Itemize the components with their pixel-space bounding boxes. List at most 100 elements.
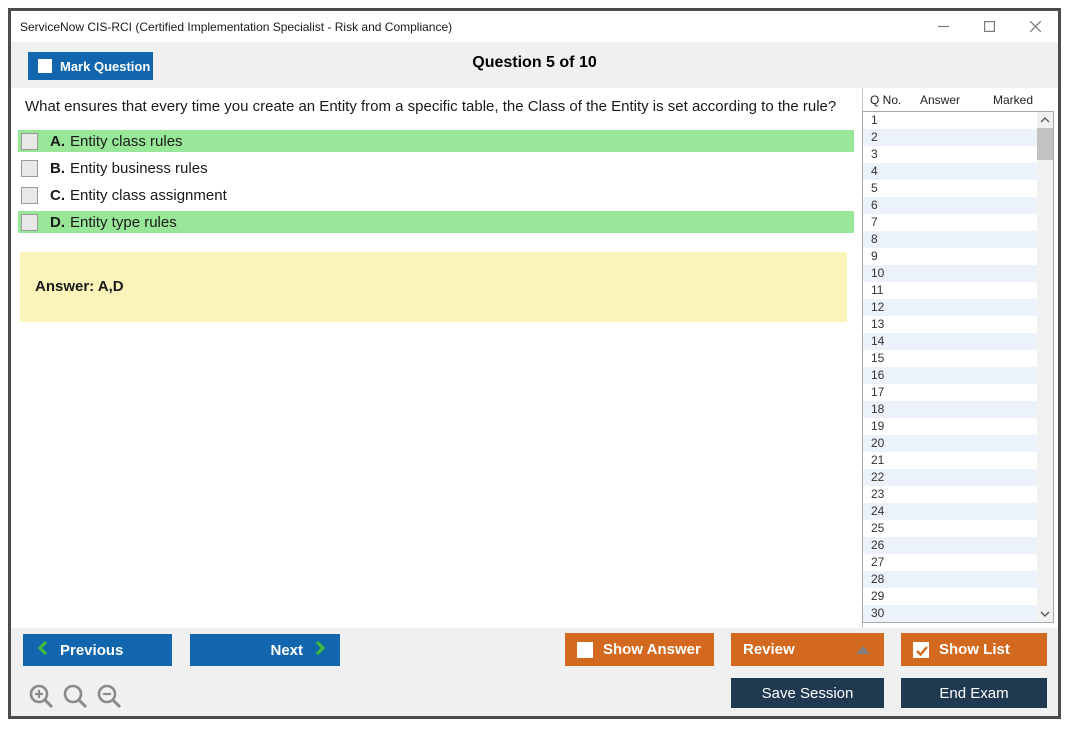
- list-item[interactable]: 15: [863, 350, 1037, 367]
- list-item[interactable]: 20: [863, 435, 1037, 452]
- list-item[interactable]: 2: [863, 129, 1037, 146]
- option-d-checkbox[interactable]: [21, 213, 38, 231]
- list-item[interactable]: 30: [863, 605, 1037, 622]
- chevron-left-icon: [37, 640, 48, 660]
- list-item[interactable]: 12: [863, 299, 1037, 316]
- footer-bar: Previous Next Show Answer Review Sh: [11, 628, 1058, 716]
- question-text: What ensures that every time you create …: [25, 98, 837, 115]
- window-controls: [920, 11, 1058, 42]
- show-list-button[interactable]: Show List: [901, 633, 1047, 666]
- list-item[interactable]: 11: [863, 282, 1037, 299]
- column-qno: Q No.: [870, 93, 902, 107]
- list-item[interactable]: 13: [863, 316, 1037, 333]
- show-answer-checkbox[interactable]: [577, 641, 593, 658]
- question-counter: Question 5 of 10: [472, 54, 597, 71]
- list-item[interactable]: 1: [863, 112, 1037, 129]
- review-button[interactable]: Review: [731, 633, 884, 666]
- mark-question-label: Mark Question: [60, 58, 151, 74]
- mark-question-checkbox[interactable]: [38, 59, 52, 73]
- list-item[interactable]: 3: [863, 146, 1037, 163]
- list-item[interactable]: 4: [863, 163, 1037, 180]
- app-window: ServiceNow CIS-RCI (Certified Implementa…: [8, 8, 1061, 719]
- previous-label: Previous: [60, 641, 124, 659]
- show-list-checkbox[interactable]: [913, 641, 929, 658]
- chevron-right-icon: [315, 640, 326, 660]
- mark-question-button[interactable]: Mark Question: [28, 52, 153, 80]
- option-text: Entity class rules: [70, 132, 183, 150]
- list-item[interactable]: 28: [863, 571, 1037, 588]
- list-item[interactable]: 7: [863, 214, 1037, 231]
- list-item[interactable]: 27: [863, 554, 1037, 571]
- list-item[interactable]: 9: [863, 248, 1037, 265]
- list-item[interactable]: 10: [863, 265, 1037, 282]
- option-c[interactable]: C. Entity class assignment: [18, 184, 854, 206]
- list-item[interactable]: 16: [863, 367, 1037, 384]
- toolbar: Mark Question Question 5 of 10: [11, 42, 1058, 88]
- scroll-up-icon[interactable]: [1037, 112, 1053, 128]
- list-item[interactable]: 19: [863, 418, 1037, 435]
- list-item[interactable]: 25: [863, 520, 1037, 537]
- question-list: 1 2 3 4 5 6 7 8 9 10 11 12 13 14 15 16 17 18 19 20 21 22 23 24 2…: [862, 111, 1054, 623]
- option-letter: A.: [50, 132, 65, 150]
- question-list-header: Q No. Answer Marked: [863, 88, 1053, 111]
- next-button[interactable]: Next: [190, 634, 340, 666]
- list-scrollbar[interactable]: [1037, 112, 1053, 622]
- question-panel: What ensures that every time you create …: [11, 88, 862, 628]
- column-marked: Marked: [993, 93, 1034, 107]
- end-exam-button[interactable]: End Exam: [901, 678, 1047, 708]
- list-item[interactable]: 8: [863, 231, 1037, 248]
- show-list-label: Show List: [939, 641, 1010, 658]
- answer-box: Answer: A,D: [20, 252, 847, 322]
- question-list-sidebar: Q No. Answer Marked 1 2 3 4 5 6 7 8 9 10 11 12 13 14 1…: [862, 88, 1054, 628]
- list-item[interactable]: 24: [863, 503, 1037, 520]
- scroll-down-icon[interactable]: [1037, 606, 1053, 622]
- option-text: Entity type rules: [70, 213, 177, 231]
- option-d[interactable]: D. Entity type rules: [18, 211, 854, 233]
- options-list: A. Entity class rules B. Entity business…: [11, 130, 862, 233]
- list-item[interactable]: 26: [863, 537, 1037, 554]
- review-label: Review: [743, 641, 795, 658]
- option-b[interactable]: B. Entity business rules: [18, 157, 854, 179]
- zoom-reset-icon[interactable]: [62, 683, 89, 710]
- chevron-up-icon: [856, 645, 870, 654]
- column-answer: Answer: [920, 93, 961, 107]
- list-item[interactable]: 18: [863, 401, 1037, 418]
- title-bar: ServiceNow CIS-RCI (Certified Implementa…: [11, 11, 1058, 42]
- list-item[interactable]: 21: [863, 452, 1037, 469]
- save-session-label: Save Session: [761, 684, 854, 702]
- scrollbar-thumb[interactable]: [1037, 128, 1053, 160]
- next-label: Next: [270, 641, 303, 659]
- list-item[interactable]: 5: [863, 180, 1037, 197]
- list-item[interactable]: 6: [863, 197, 1037, 214]
- close-icon[interactable]: [1012, 11, 1058, 42]
- previous-button[interactable]: Previous: [23, 634, 172, 666]
- maximize-icon[interactable]: [966, 11, 1012, 42]
- minimize-icon[interactable]: [920, 11, 966, 42]
- show-answer-label: Show Answer: [603, 641, 701, 658]
- option-letter: C.: [50, 186, 65, 204]
- zoom-controls: [28, 683, 123, 710]
- option-a-checkbox[interactable]: [21, 132, 38, 150]
- list-item[interactable]: 14: [863, 333, 1037, 350]
- option-text: Entity business rules: [70, 159, 208, 177]
- list-item[interactable]: 22: [863, 469, 1037, 486]
- show-answer-button[interactable]: Show Answer: [565, 633, 714, 666]
- list-item[interactable]: 29: [863, 588, 1037, 605]
- option-b-checkbox[interactable]: [21, 159, 38, 177]
- option-letter: D.: [50, 213, 65, 231]
- option-letter: B.: [50, 159, 65, 177]
- zoom-in-icon[interactable]: [28, 683, 55, 710]
- zoom-out-icon[interactable]: [96, 683, 123, 710]
- answer-text: Answer: A,D: [35, 278, 124, 295]
- option-c-checkbox[interactable]: [21, 186, 38, 204]
- question-list-rows: 1 2 3 4 5 6 7 8 9 10 11 12 13 14 15 16 17 18 19 20 21 22 23 24 2…: [863, 112, 1037, 622]
- save-session-button[interactable]: Save Session: [731, 678, 884, 708]
- main-content: What ensures that every time you create …: [11, 88, 1058, 628]
- window-title: ServiceNow CIS-RCI (Certified Implementa…: [20, 19, 453, 34]
- list-item[interactable]: 23: [863, 486, 1037, 503]
- option-a[interactable]: A. Entity class rules: [18, 130, 854, 152]
- end-exam-label: End Exam: [939, 684, 1009, 702]
- list-item[interactable]: 17: [863, 384, 1037, 401]
- option-text: Entity class assignment: [70, 186, 227, 204]
